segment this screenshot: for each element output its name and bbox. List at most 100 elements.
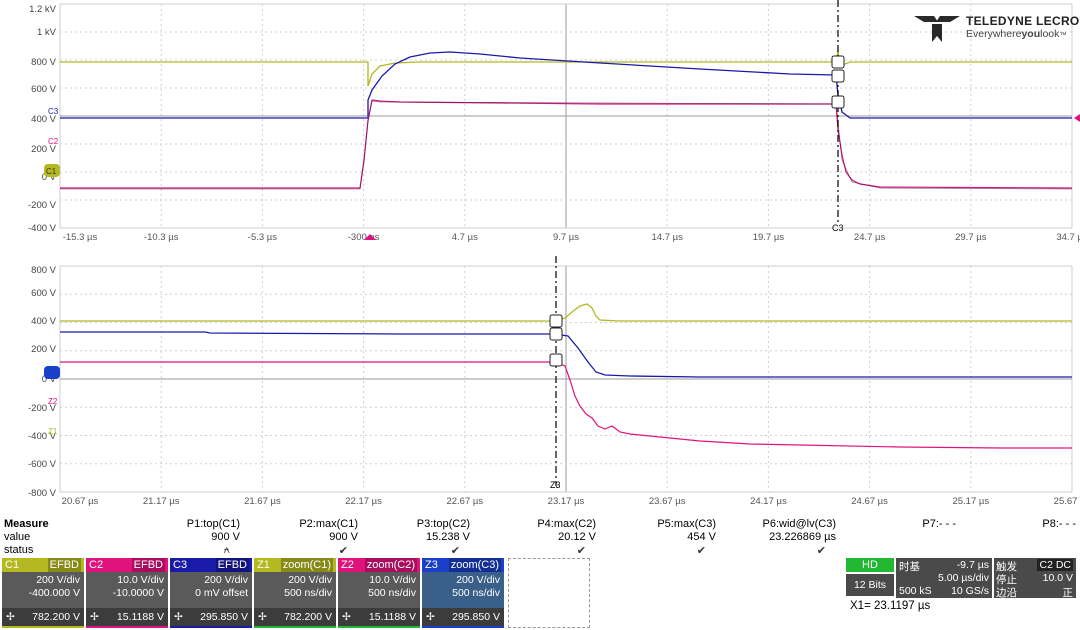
measure-param-name[interactable]: P5:max(C3) <box>657 518 716 530</box>
channel-header: C1 EFBD <box>2 558 84 572</box>
x-tick-label: 23.67 µs <box>649 496 686 507</box>
empty-channel-slot[interactable] <box>508 558 590 628</box>
x-tick-label: 19.7 µs <box>753 232 785 243</box>
channel-cursor-value: 15.1188 V <box>368 611 416 623</box>
y-tick-label: 200 V <box>31 144 56 155</box>
channel-box-z2[interactable]: Z2 zoom(C2) 10.0 V/div 500 ns/div ✢ 15.1188 V <box>338 558 420 628</box>
channel-offset: 500 ns/div <box>368 587 416 599</box>
timebase-label: 时基 <box>899 561 920 573</box>
bits-label: 12 Bits <box>846 574 894 596</box>
x-tick-label: -5.3 µs <box>248 232 277 243</box>
channel-cursor-value: 295.850 V <box>200 611 248 623</box>
y-tick-label: 0 V <box>42 374 57 385</box>
bottom-grid <box>59 265 1073 493</box>
sample-count: 500 kS <box>899 585 932 597</box>
measure-param-name[interactable]: P1:top(C1) <box>186 518 240 530</box>
cursor-x1-readout: X1= 23.1197 µs <box>850 600 931 612</box>
x-tick-label: -300 ns <box>348 232 380 243</box>
x-tick-label: 4.7 µs <box>452 232 478 243</box>
measure-status-icon: ✔ <box>816 545 826 557</box>
timebase-box[interactable]: 时基 -9.7 µs 5.00 µs/div 500 kS 10 GS/s <box>896 558 992 598</box>
marker-c2: C2 <box>48 137 59 146</box>
channel-box-c2[interactable]: C2 EFBD 10.0 V/div -10.0000 V ✢ 15.1188 V <box>86 558 168 628</box>
channel-badge: zoom(C2) <box>364 558 417 572</box>
channel-box-z3[interactable]: Z3 zoom(C3) 200 V/div 500 ns/div ✢ 295.850 V <box>422 558 504 628</box>
channel-cursor-icon: ✢ <box>426 611 435 623</box>
lecroy-logo-icon <box>914 16 960 42</box>
measure-param-name[interactable]: P4:max(C2) <box>537 518 596 530</box>
x-tick-label: 24.7 µs <box>854 232 886 243</box>
channel-id: C2 <box>89 559 104 571</box>
channel-footer: ✢ 782.200 V <box>2 608 84 628</box>
channel-cursor-value: 295.850 V <box>452 611 500 623</box>
channel-offset: 500 ns/div <box>452 587 500 599</box>
y-tick-label: 800 V <box>31 265 56 276</box>
channel-header: Z1 zoom(C1) <box>254 558 336 572</box>
x-tick-label: -15.3 µs <box>63 232 98 243</box>
measure-param-name[interactable]: P6:wid@lv(C3) <box>762 518 836 530</box>
top-grid <box>59 3 1073 229</box>
channel-cursor-icon: ✢ <box>90 611 99 623</box>
measure-status-icon: ✔ <box>338 545 348 557</box>
x-tick-label: -10.3 µs <box>144 232 179 243</box>
channel-box-z1[interactable]: Z1 zoom(C1) 200 V/div 500 ns/div ✢ 782.200 V <box>254 558 336 628</box>
y-tick-label: 0 V <box>42 172 57 183</box>
channel-scale: 200 V/div <box>456 574 500 586</box>
measure-param-value: 15.238 V <box>425 531 470 543</box>
measure-param-value: 900 V <box>211 531 240 543</box>
channel-footer: ✢ 15.1188 V <box>338 608 420 628</box>
measure-param-name[interactable]: P2:max(C1) <box>299 518 358 530</box>
x-tick-label: 14.7 µs <box>652 232 684 243</box>
marker-c3: C3 <box>48 107 59 116</box>
measure-param-name[interactable]: P7:- - - <box>922 518 956 530</box>
marker-z1: Z1 <box>48 427 58 436</box>
y-tick-label: -200 V <box>28 403 57 414</box>
top-cursor-crosshairs <box>831 55 845 109</box>
channel-box-c1[interactable]: C1 EFBD 200 V/div -400.000 V ✢ 782.200 V <box>2 558 84 628</box>
y-tick-label: 800 V <box>31 57 56 68</box>
x-tick-label: 22.17 µs <box>345 496 382 507</box>
channel-scale: 200 V/div <box>36 574 80 586</box>
y-tick-label: -800 V <box>28 488 57 499</box>
channel-offset: -10.0000 V <box>112 587 164 599</box>
x-tick-label: 20.67 µs <box>62 496 99 507</box>
measure-status-icon: ✔ <box>450 545 460 557</box>
channel-scale: 10.0 V/div <box>117 574 164 586</box>
y-tick-label: 1.2 kV <box>29 4 57 15</box>
bottom-cursor-crosshairs <box>549 314 563 367</box>
top-x-axis: -15.3 µs -10.3 µs -5.3 µs -300 ns 4.7 µs 9.7 … <box>63 232 1080 243</box>
x-tick-label: 22.67 µs <box>446 496 483 507</box>
channel-footer: ✢ 295.850 V <box>422 608 504 628</box>
y-tick-label: 600 V <box>31 288 56 299</box>
channel-box-c3[interactable]: C3 EFBD 200 V/div 0 mV offset ✢ 295.850 V <box>170 558 252 628</box>
teledyne-lecroy-logo: TELEDYNE LECROY Everywhereyoulook™ <box>912 12 1080 46</box>
trigger-source-badge: C2 DC <box>1037 559 1073 571</box>
trigger-box[interactable]: 触发 C2 DC 停止 10.0 V 边沿 正 <box>994 558 1076 599</box>
channel-id: Z3 <box>425 559 438 571</box>
trigger-type: 边沿 <box>996 587 1017 599</box>
hd-badge[interactable]: HD <box>846 558 894 572</box>
measure-param-value: 20.12 V <box>558 531 596 543</box>
measure-param-name[interactable]: P3:top(C2) <box>416 518 470 530</box>
channel-cursor-icon: ✢ <box>258 611 267 623</box>
y-tick-label: -400 V <box>28 223 57 234</box>
top-cursor-label: C3 <box>832 223 844 233</box>
top-waveform-plot[interactable]: 1.2 kV 1 kV 800 V 600 V 400 V 200 V 0 V -200 V -… <box>0 0 1080 252</box>
channel-cursor-icon: ✢ <box>6 611 15 623</box>
bottom-x-axis: 20.67 µs 21.17 µs 21.67 µs 22.17 µs 22.67 µs… <box>62 496 1080 507</box>
y-tick-label: -400 V <box>28 431 57 442</box>
timebase-div: 5.00 µs/div <box>938 572 989 584</box>
bottom-zoom-plot[interactable]: 800 V 600 V 400 V 200 V 0 V -200 V -400 V -600 … <box>0 256 1080 516</box>
channel-cursor-value: 782.200 V <box>32 611 80 623</box>
marker-z2: Z2 <box>48 397 58 406</box>
bottom-y-axis: 800 V 600 V 400 V 200 V 0 V -200 V -400 V -600 … <box>28 265 57 499</box>
marker-c1: C1 <box>46 167 57 176</box>
y-tick-label: 1 kV <box>37 27 57 38</box>
channel-cursor-icon: ✢ <box>342 611 351 623</box>
measure-param-value: 454 V <box>687 531 716 543</box>
channel-cursor-icon: ✢ <box>174 611 183 623</box>
measure-param-name[interactable]: P8:- - - <box>1042 518 1076 530</box>
row-label-value: value <box>4 531 31 543</box>
channel-id: C3 <box>173 559 188 571</box>
channel-badge: EFBD <box>215 558 249 572</box>
